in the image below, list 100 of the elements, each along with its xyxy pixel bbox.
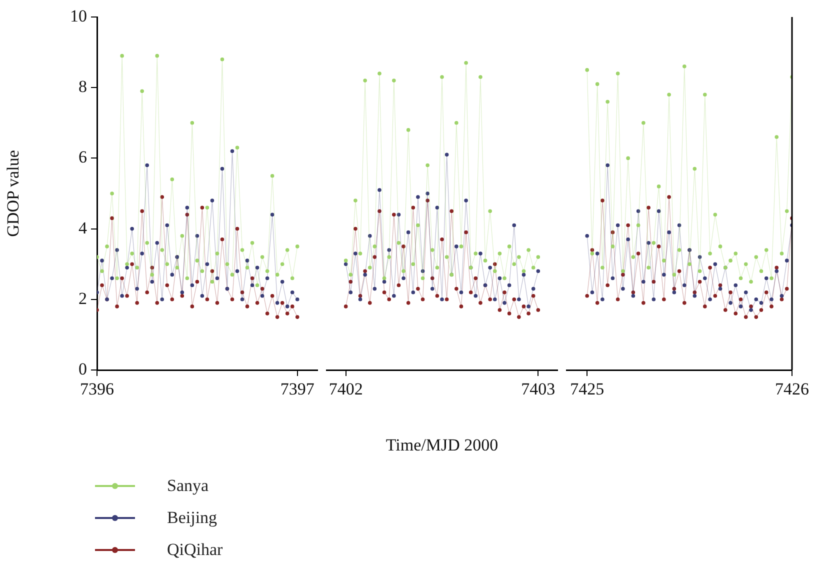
point	[621, 269, 625, 274]
y-tick-label: 8	[78, 77, 87, 96]
point	[387, 248, 392, 252]
point	[585, 234, 589, 238]
x-tick-label: 7425	[570, 380, 604, 399]
point	[155, 54, 160, 58]
point	[275, 315, 280, 319]
point	[652, 298, 656, 302]
point	[738, 304, 743, 308]
point	[125, 262, 129, 266]
point	[265, 269, 270, 274]
point	[498, 252, 502, 256]
point	[150, 266, 154, 270]
point	[662, 272, 666, 277]
point	[440, 237, 444, 242]
point	[185, 206, 190, 210]
point	[754, 255, 758, 259]
point	[492, 269, 497, 274]
point	[774, 266, 779, 270]
point	[590, 248, 594, 252]
y-tick-label: 2	[78, 288, 87, 308]
point	[502, 301, 506, 305]
x-tick-label: 7403	[521, 380, 556, 399]
point	[478, 301, 482, 305]
point	[610, 276, 615, 280]
point	[230, 272, 234, 277]
point	[759, 308, 764, 312]
point	[420, 298, 425, 302]
point	[502, 290, 506, 294]
point	[478, 75, 482, 79]
point	[512, 223, 516, 228]
point	[703, 304, 707, 308]
point	[175, 266, 180, 270]
point	[426, 163, 430, 168]
point	[667, 230, 671, 234]
point	[105, 244, 109, 248]
point	[387, 298, 392, 302]
point	[270, 294, 274, 298]
point	[444, 152, 449, 157]
point	[190, 283, 194, 288]
point	[464, 198, 468, 202]
point	[468, 290, 473, 294]
point	[280, 301, 284, 305]
point	[682, 64, 686, 68]
point	[358, 252, 362, 256]
point	[110, 192, 114, 196]
point	[372, 244, 377, 248]
point	[344, 258, 348, 262]
point	[444, 298, 449, 302]
point	[784, 286, 789, 291]
point	[728, 301, 732, 305]
point	[600, 198, 604, 202]
point	[507, 283, 512, 288]
point	[240, 248, 244, 252]
point	[240, 290, 244, 294]
point	[646, 206, 650, 210]
point	[215, 252, 220, 256]
x-axis-title: Time/MJD 2000	[386, 435, 498, 454]
point	[606, 100, 610, 104]
point	[590, 290, 594, 294]
point	[372, 255, 377, 259]
point	[402, 244, 406, 248]
x-tick-label: 7397	[280, 380, 315, 399]
point	[454, 286, 458, 291]
point	[255, 266, 260, 270]
point	[454, 244, 458, 248]
point	[631, 290, 636, 294]
point	[780, 298, 784, 302]
point	[488, 266, 492, 270]
point	[205, 262, 210, 266]
point	[382, 290, 386, 294]
point	[420, 276, 425, 280]
point	[235, 146, 240, 150]
point	[492, 262, 497, 266]
point	[220, 166, 224, 171]
point	[200, 294, 204, 298]
point	[677, 269, 682, 274]
point	[130, 252, 134, 256]
point	[708, 298, 712, 302]
point	[363, 269, 367, 274]
point	[728, 258, 732, 262]
point	[536, 269, 540, 274]
point	[444, 255, 449, 259]
y-tick-label: 10	[70, 6, 87, 26]
point	[616, 72, 620, 76]
point	[642, 121, 646, 125]
point	[348, 272, 353, 277]
point	[100, 258, 104, 262]
point	[426, 192, 430, 196]
point	[358, 298, 362, 302]
point	[230, 298, 234, 302]
point	[285, 248, 290, 252]
point	[646, 241, 650, 245]
point	[115, 248, 119, 252]
point	[616, 223, 620, 228]
point	[464, 230, 468, 234]
point	[290, 290, 294, 294]
point	[250, 276, 254, 280]
point	[165, 262, 170, 266]
point	[749, 304, 753, 308]
